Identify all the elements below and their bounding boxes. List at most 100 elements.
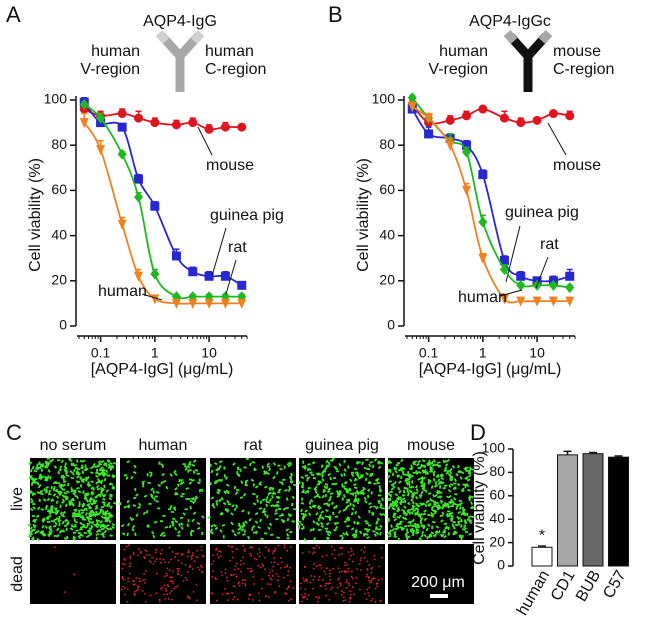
cell <box>306 580 309 583</box>
cell <box>44 488 48 492</box>
cell <box>467 496 471 501</box>
leader-line <box>547 122 567 156</box>
y-tick-label: 60 <box>489 487 505 503</box>
cell <box>326 567 328 570</box>
cell <box>201 566 203 568</box>
cell <box>266 501 271 504</box>
cell <box>94 496 98 499</box>
cell <box>451 523 455 527</box>
cell <box>202 555 205 558</box>
cell <box>303 595 306 598</box>
cell <box>323 570 326 573</box>
cell <box>398 522 402 525</box>
cell <box>310 473 315 477</box>
cell <box>70 524 74 528</box>
cell <box>149 594 152 597</box>
cell <box>354 510 358 515</box>
cell <box>65 474 70 477</box>
cell <box>109 467 113 471</box>
cell <box>215 547 218 550</box>
cell <box>50 486 53 490</box>
cell <box>266 471 270 476</box>
cell <box>312 567 315 570</box>
cell <box>44 460 48 464</box>
cell <box>376 582 379 585</box>
cell <box>381 577 383 580</box>
cell <box>143 592 146 595</box>
cell <box>196 556 199 558</box>
cell <box>309 471 313 474</box>
cell <box>368 594 371 597</box>
cell <box>192 459 197 463</box>
cell <box>343 570 346 573</box>
cell <box>332 567 335 570</box>
cell <box>317 517 320 522</box>
cell <box>289 580 292 583</box>
cell <box>63 491 68 495</box>
cell <box>455 524 459 527</box>
cell <box>76 486 80 490</box>
cell <box>88 505 93 509</box>
cell <box>108 482 113 486</box>
cell <box>302 577 305 580</box>
cell <box>313 488 318 491</box>
cell <box>328 514 332 519</box>
cell <box>330 501 335 506</box>
cell <box>109 493 112 498</box>
cell <box>194 469 199 472</box>
point <box>150 201 160 211</box>
cell <box>264 546 267 549</box>
cell <box>36 466 39 471</box>
cell <box>285 593 288 596</box>
cell <box>235 562 238 565</box>
cell <box>377 527 382 531</box>
cell <box>301 497 304 501</box>
cell <box>319 521 324 526</box>
cell <box>425 527 429 532</box>
cell <box>466 478 471 482</box>
cell <box>419 516 424 520</box>
chart-title: AQP4-IgGc <box>469 13 551 30</box>
cell <box>88 527 93 530</box>
cell <box>180 562 183 565</box>
cell <box>277 563 279 566</box>
cell <box>214 526 219 531</box>
cell <box>428 533 433 537</box>
cell <box>422 476 426 480</box>
cell <box>212 570 215 573</box>
cell <box>32 528 37 532</box>
cell <box>377 579 380 582</box>
cell <box>29 474 33 479</box>
cell <box>74 508 78 513</box>
cell <box>344 481 348 485</box>
cell <box>258 555 261 558</box>
cell <box>456 515 460 520</box>
cell <box>123 473 128 477</box>
cell <box>443 522 448 526</box>
micrograph <box>207 457 297 541</box>
cell <box>462 506 464 511</box>
cell <box>320 510 325 514</box>
cell <box>325 522 330 526</box>
cell <box>400 498 403 502</box>
cell <box>190 557 193 560</box>
cell <box>388 505 391 510</box>
cell <box>50 510 55 514</box>
cell <box>312 527 315 531</box>
cell <box>46 497 51 502</box>
cell <box>378 485 381 489</box>
cell <box>403 524 408 528</box>
cell <box>415 528 420 532</box>
cell <box>445 471 450 475</box>
cell <box>261 509 265 514</box>
cell <box>167 585 170 588</box>
cell <box>290 598 292 601</box>
cell <box>133 579 135 582</box>
cell <box>129 562 132 565</box>
cell <box>182 579 185 582</box>
cell <box>98 469 103 472</box>
cell <box>275 471 279 475</box>
y-tick-label: 40 <box>489 510 505 526</box>
cell <box>166 584 169 586</box>
cell <box>230 545 233 548</box>
